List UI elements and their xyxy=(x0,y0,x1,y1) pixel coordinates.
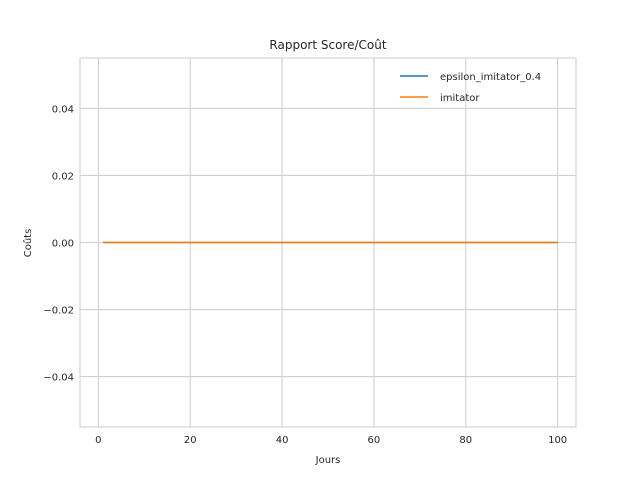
x-axis-label: Jours xyxy=(315,455,341,466)
y-tick-label: −0.04 xyxy=(43,373,74,384)
x-tick-label: 0 xyxy=(95,435,101,446)
y-axis-label: Coûts xyxy=(22,229,34,258)
x-tick-label: 80 xyxy=(459,435,472,446)
x-ticks: 0 20 40 60 80 100 xyxy=(95,435,567,446)
x-tick-label: 60 xyxy=(368,435,381,446)
y-tick-label: −0.02 xyxy=(43,306,74,317)
x-tick-label: 20 xyxy=(184,435,197,446)
legend-label: epsilon_imitator_0.4 xyxy=(440,72,541,83)
x-tick-label: 100 xyxy=(548,435,567,446)
y-tick-label: 0.04 xyxy=(52,104,74,115)
legend-label: imitator xyxy=(440,93,480,104)
chart-title: Rapport Score/Coût xyxy=(269,38,386,52)
y-ticks: −0.04 −0.02 0.00 0.02 0.04 xyxy=(43,104,74,383)
plot-frame xyxy=(79,57,577,428)
y-tick-label: 0.02 xyxy=(52,171,74,182)
legend: epsilon_imitator_0.4 imitator xyxy=(400,72,541,104)
y-tick-label: 0.00 xyxy=(52,239,74,250)
x-tick-label: 40 xyxy=(276,435,289,446)
